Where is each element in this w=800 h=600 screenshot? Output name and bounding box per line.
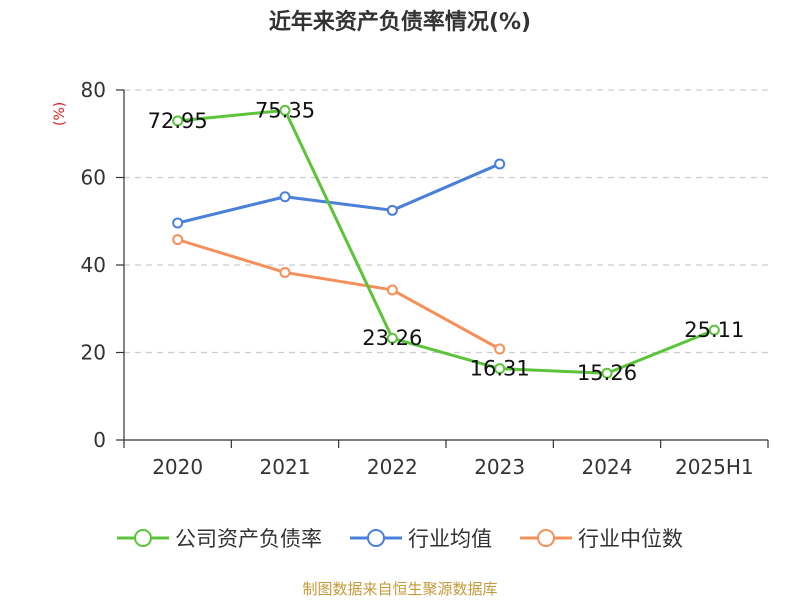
legend-swatch-company	[117, 529, 169, 547]
y-tick-label-0: 0	[93, 428, 106, 452]
data-label-2021: 75.35	[255, 98, 315, 122]
series-1-point-2023	[494, 158, 506, 170]
y-tick-label-60: 60	[81, 166, 106, 190]
chart-title: 近年来资产负债率情况(%)	[268, 10, 532, 35]
source-footer: 制图数据来自恒生聚源数据库	[302, 580, 498, 598]
legend-item-company[interactable]: 公司资产负债率	[117, 523, 322, 553]
series-0-point-2022	[386, 332, 398, 344]
series-1-point-2020	[172, 217, 184, 229]
series-2-point-2023	[494, 343, 506, 355]
series-0-point-2024	[601, 367, 613, 379]
legend-marker-company	[134, 529, 152, 547]
series-1-point-2022	[386, 204, 398, 216]
data-label-2024: 15.26	[577, 361, 637, 385]
legend-label-industry-median: 行业中位数	[578, 527, 683, 551]
series-line-1	[177, 162, 501, 225]
legend-swatch-industry-median	[520, 529, 572, 547]
series-0-point-2023	[494, 363, 506, 375]
series-0-point-2021	[279, 104, 291, 116]
x-tick-label-2020: 2020	[152, 455, 203, 479]
legend-marker-industry-avg	[367, 529, 385, 547]
data-label-2023: 16.31	[470, 357, 530, 381]
series-2-point-2022	[386, 284, 398, 296]
data-label-2022: 23.26	[362, 326, 422, 350]
x-tick-label-2022: 2022	[367, 455, 418, 479]
x-tick-label-2023: 2023	[474, 455, 525, 479]
data-label-2020: 72.95	[148, 109, 208, 133]
y-tick-label-20: 20	[81, 341, 106, 365]
legend-label-company: 公司资产负债率	[175, 527, 322, 551]
series-line-0	[177, 108, 715, 375]
legend-item-industry-avg[interactable]: 行业均值	[350, 523, 492, 553]
data-label-2025H1: 25.11	[684, 318, 744, 342]
x-tick-label-2021: 2021	[260, 455, 311, 479]
x-tick-label-2024: 2024	[582, 455, 633, 479]
series-2-point-2020	[172, 234, 184, 246]
series-2-point-2021	[279, 266, 291, 278]
x-tick-label-2025H1: 2025H1	[675, 455, 754, 479]
legend-label-industry-avg: 行业均值	[408, 527, 492, 551]
legend-item-industry-median[interactable]: 行业中位数	[520, 523, 683, 553]
y-tick-label-80: 80	[81, 78, 106, 102]
series-1-point-2021	[279, 191, 291, 203]
legend-marker-industry-median	[537, 529, 555, 547]
series-0-point-2025H1	[708, 324, 720, 336]
legend: 公司资产负债率 行业均值 行业中位数	[0, 520, 800, 556]
series-0-point-2020	[172, 115, 184, 127]
legend-swatch-industry-avg	[350, 529, 402, 547]
series-line-2	[177, 238, 501, 351]
y-tick-label-40: 40	[81, 253, 106, 277]
